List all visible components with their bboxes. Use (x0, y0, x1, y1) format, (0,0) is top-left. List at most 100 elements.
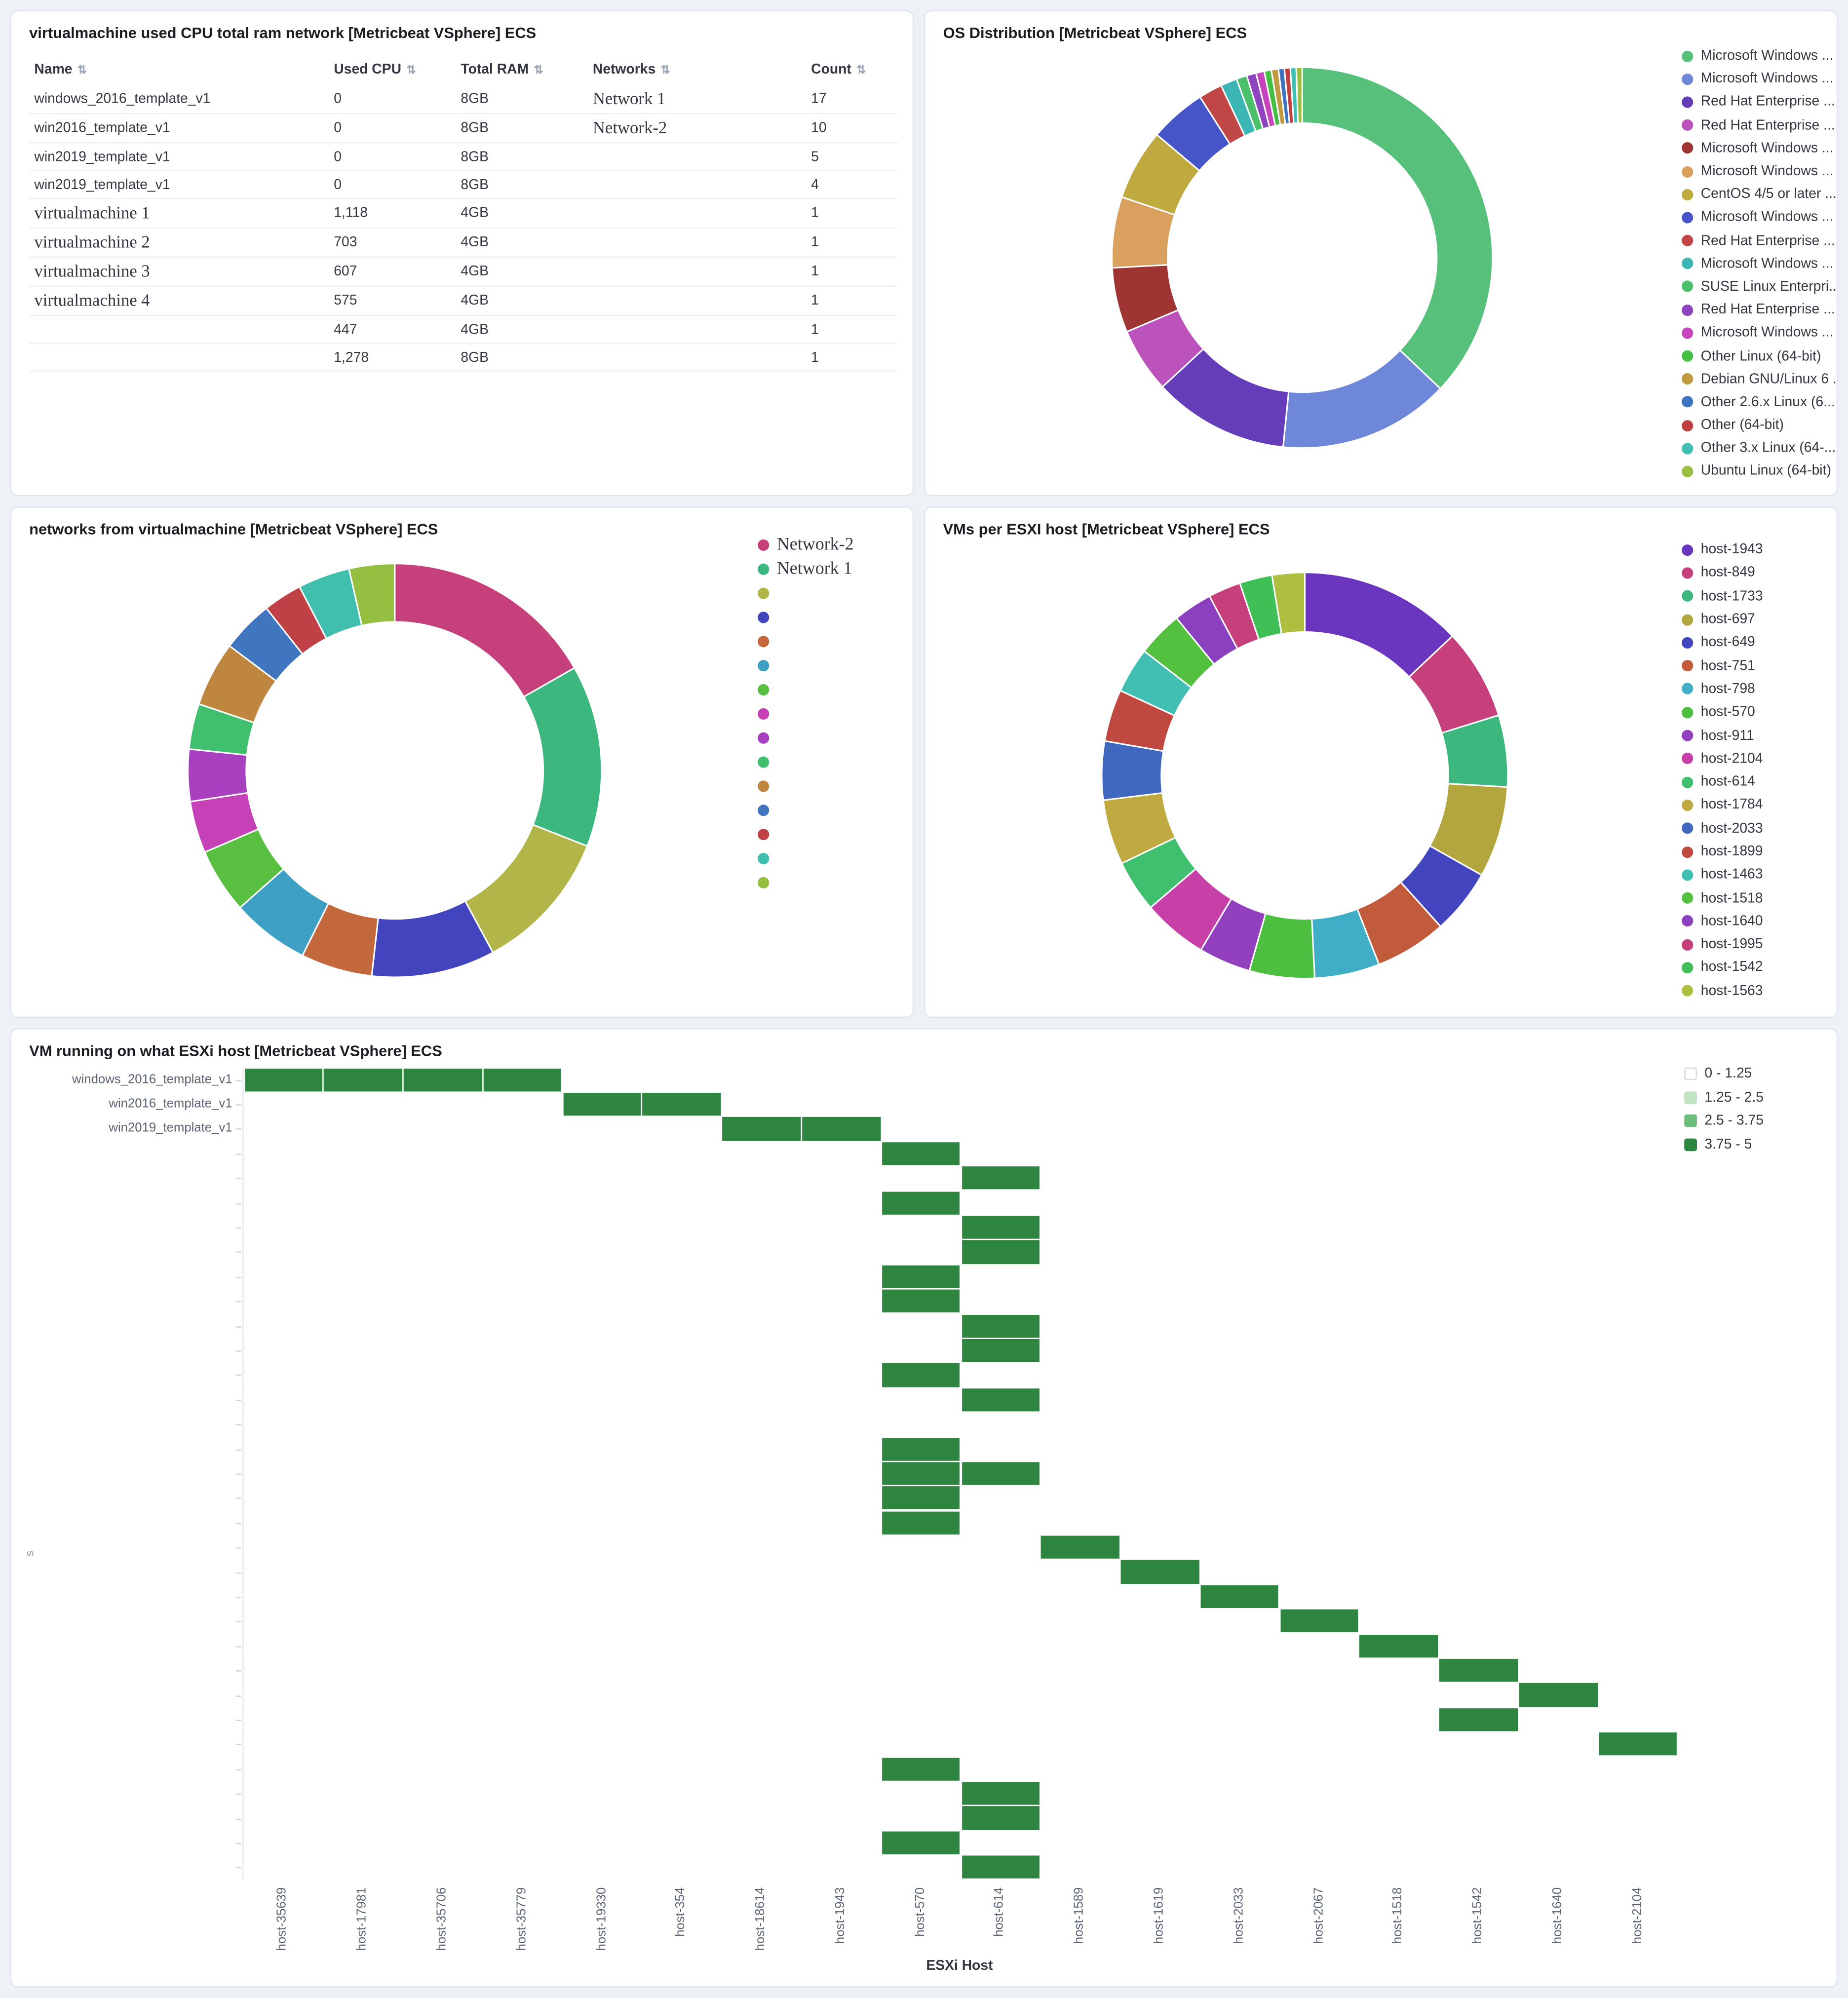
legend-item[interactable]: host-798 (1682, 678, 1763, 701)
heatmap-cell[interactable] (882, 1142, 960, 1165)
column-header-networks[interactable]: Networks ⇅ (588, 55, 806, 85)
legend-item[interactable]: Microsoft Windows ... (1682, 160, 1837, 183)
pie-slice-Network-2[interactable] (394, 563, 576, 698)
legend-item[interactable]: host-911 (1682, 724, 1763, 747)
legend-item[interactable]: 1.25 - 2.5 (1684, 1086, 1764, 1110)
legend-item[interactable]: host-697 (1682, 608, 1763, 631)
legend-item[interactable]: host-1733 (1682, 584, 1763, 608)
heatmap-cell[interactable] (882, 1511, 960, 1535)
legend-item[interactable] (758, 871, 854, 895)
column-header-name[interactable]: Name ⇅ (29, 55, 329, 85)
legend-item[interactable]: Ubuntu Linux (64-bit) (1682, 460, 1837, 483)
legend-item[interactable]: host-751 (1682, 654, 1763, 678)
legend-item[interactable]: Microsoft Windows ... (1682, 137, 1837, 160)
heatmap-cell[interactable] (962, 1782, 1040, 1806)
heatmap-cell[interactable] (962, 1166, 1040, 1190)
legend-item[interactable] (758, 606, 854, 630)
legend-item[interactable]: host-1518 (1682, 886, 1763, 910)
heatmap-cell[interactable] (643, 1092, 721, 1116)
legend-item[interactable]: host-1784 (1682, 794, 1763, 817)
heatmap-cell[interactable] (962, 1388, 1040, 1412)
legend-item[interactable]: Red Hat Enterprise ... (1682, 298, 1837, 321)
column-header-count[interactable]: Count ⇅ (806, 55, 897, 85)
legend-item[interactable]: host-2104 (1682, 747, 1763, 770)
legend-item[interactable]: host-2033 (1682, 817, 1763, 840)
pie-slice[interactable] (187, 748, 249, 803)
legend-item[interactable]: Microsoft Windows ... (1682, 252, 1837, 275)
legend-item[interactable] (758, 653, 854, 678)
pie-slice-host-1563[interactable] (1270, 572, 1306, 635)
legend-item[interactable] (758, 629, 854, 653)
legend-item[interactable]: host-1463 (1682, 863, 1763, 886)
legend-item[interactable]: CentOS 4/5 or later ... (1682, 183, 1837, 206)
legend-item[interactable]: host-649 (1682, 631, 1763, 654)
heatmap-cell[interactable] (722, 1117, 801, 1141)
legend-item[interactable]: Other 2.6.x Linux (6... (1682, 391, 1837, 414)
heatmap-cell[interactable] (882, 1265, 960, 1288)
legend-item[interactable]: host-1943 (1682, 538, 1763, 561)
heatmap-cell[interactable] (1599, 1732, 1677, 1756)
legend-item[interactable] (758, 822, 854, 846)
legend-item[interactable]: Debian GNU/Linux 6 ... (1682, 368, 1837, 391)
heatmap-cell[interactable] (882, 1363, 960, 1387)
legend-item[interactable] (758, 750, 854, 774)
heatmap-cell[interactable] (962, 1314, 1040, 1338)
legend-item[interactable]: host-570 (1682, 701, 1763, 724)
legend-item[interactable]: Microsoft Windows ... (1682, 321, 1837, 345)
legend-item[interactable] (758, 726, 854, 750)
legend-item[interactable]: SUSE Linux Enterpri... (1682, 275, 1837, 299)
pie-slice[interactable] (348, 563, 396, 627)
legend-item[interactable]: host-1640 (1682, 910, 1763, 933)
legend-item[interactable]: Microsoft Windows ... (1682, 44, 1837, 68)
legend-item[interactable]: Other Linux (64-bit) (1682, 345, 1837, 368)
heatmap-cell[interactable] (962, 1462, 1040, 1485)
heatmap-cell[interactable] (1280, 1610, 1359, 1633)
pie-slice-Microsoft Windows ...[interactable] (1301, 66, 1494, 390)
legend-item[interactable]: Network 1 (758, 557, 854, 581)
heatmap-cell[interactable] (1439, 1708, 1518, 1731)
heatmap-cell[interactable] (1200, 1585, 1279, 1609)
heatmap-cell[interactable] (1120, 1560, 1199, 1584)
pie-slice[interactable] (464, 823, 588, 954)
heatmap-cell[interactable] (882, 1462, 960, 1485)
legend-item[interactable]: Microsoft Windows ... (1682, 68, 1837, 91)
heatmap-cell[interactable] (1360, 1634, 1438, 1657)
heatmap-cell[interactable] (882, 1486, 960, 1510)
column-header-used-cpu[interactable]: Used CPU ⇅ (329, 55, 456, 85)
legend-item[interactable] (758, 846, 854, 871)
legend-item[interactable]: host-849 (1682, 561, 1763, 584)
heatmap-cell[interactable] (882, 1437, 960, 1460)
heatmap-cell[interactable] (882, 1831, 960, 1854)
heatmap-cell[interactable] (404, 1068, 482, 1091)
legend-item[interactable]: 2.5 - 3.75 (1684, 1109, 1764, 1133)
legend-item[interactable] (758, 798, 854, 822)
legend-item[interactable] (758, 702, 854, 726)
heatmap-cell[interactable] (962, 1339, 1040, 1362)
legend-item[interactable]: Network-2 (758, 533, 854, 557)
pie-slice-Ubuntu Linux (64-bit)[interactable] (1295, 66, 1303, 124)
legend-item[interactable] (758, 678, 854, 702)
heatmap-cell[interactable] (882, 1289, 960, 1313)
heatmap-cell[interactable] (324, 1068, 402, 1091)
legend-item[interactable]: host-1899 (1682, 840, 1763, 863)
heatmap-cell[interactable] (244, 1068, 323, 1091)
legend-item[interactable] (758, 581, 854, 606)
legend-item[interactable]: Microsoft Windows ... (1682, 206, 1837, 229)
legend-item[interactable]: 0 - 1.25 (1684, 1062, 1764, 1086)
heatmap-cell[interactable] (1519, 1683, 1598, 1707)
heatmap-cell[interactable] (962, 1216, 1040, 1239)
legend-item[interactable]: Red Hat Enterprise ... (1682, 114, 1837, 137)
heatmap-cell[interactable] (483, 1068, 562, 1091)
legend-item[interactable]: host-1995 (1682, 933, 1763, 956)
heatmap-cell[interactable] (802, 1117, 881, 1141)
column-header-total-ram[interactable]: Total RAM ⇅ (456, 55, 587, 85)
heatmap-cell[interactable] (882, 1757, 960, 1781)
heatmap-cell[interactable] (1439, 1658, 1518, 1682)
heatmap-cell[interactable] (882, 1191, 960, 1215)
heatmap-cell[interactable] (1041, 1536, 1119, 1559)
pie-slice-Network 1[interactable] (522, 667, 603, 847)
heatmap-cell[interactable] (563, 1092, 642, 1116)
heatmap-cell[interactable] (962, 1806, 1040, 1830)
legend-item[interactable]: Red Hat Enterprise ... (1682, 229, 1837, 252)
legend-item[interactable]: 3.75 - 5 (1684, 1133, 1764, 1156)
